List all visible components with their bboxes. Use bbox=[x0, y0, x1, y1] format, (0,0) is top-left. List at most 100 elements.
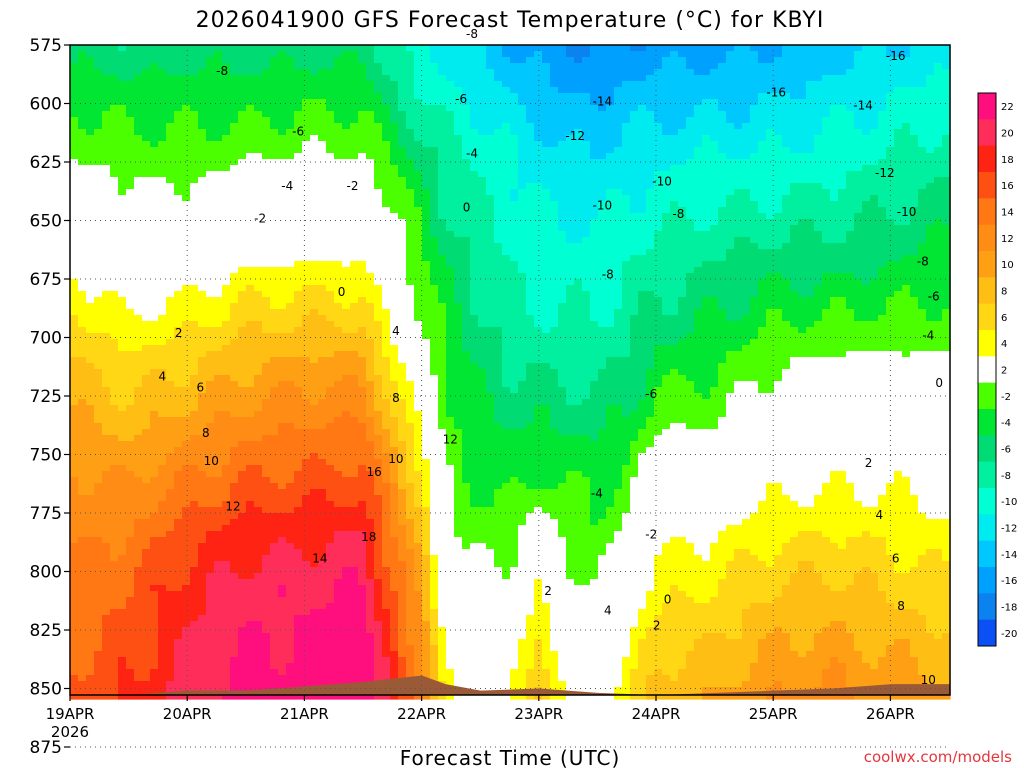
heat-cell bbox=[158, 219, 167, 226]
heat-cell bbox=[214, 369, 223, 376]
heat-cell bbox=[102, 459, 111, 466]
heat-cell bbox=[430, 63, 439, 70]
heat-cell bbox=[270, 231, 279, 238]
heat-cell bbox=[406, 285, 415, 292]
heat-cell bbox=[158, 591, 167, 598]
heat-cell bbox=[134, 255, 143, 262]
heat-cell bbox=[86, 477, 95, 484]
heat-cell bbox=[334, 111, 343, 118]
heat-cell bbox=[262, 657, 271, 664]
heat-cell bbox=[118, 285, 127, 292]
heat-cell bbox=[358, 567, 367, 574]
heat-cell bbox=[254, 669, 263, 676]
heat-cell bbox=[398, 249, 407, 256]
heat-cell bbox=[70, 135, 79, 142]
heat-cell bbox=[182, 45, 191, 52]
heat-cell bbox=[414, 291, 423, 298]
heat-cell bbox=[134, 423, 143, 430]
heat-cell bbox=[398, 135, 407, 142]
heat-cell bbox=[86, 243, 95, 250]
heat-cell bbox=[182, 225, 191, 232]
heat-cell bbox=[254, 441, 263, 448]
heat-cell bbox=[206, 525, 215, 532]
heat-cell bbox=[310, 75, 319, 82]
heat-cell bbox=[382, 345, 391, 352]
heat-cell bbox=[398, 663, 407, 670]
heat-cell bbox=[382, 117, 391, 124]
heat-cell bbox=[374, 591, 383, 598]
heat-cell bbox=[70, 111, 79, 118]
heat-cell bbox=[150, 117, 159, 124]
heat-cell bbox=[406, 363, 415, 370]
heat-cell bbox=[414, 567, 423, 574]
heat-cell bbox=[422, 417, 431, 424]
heat-cell bbox=[278, 375, 287, 382]
heat-cell bbox=[374, 75, 383, 82]
heat-cell bbox=[214, 603, 223, 610]
heat-cell bbox=[182, 537, 191, 544]
heat-cell bbox=[366, 63, 375, 70]
heat-cell bbox=[406, 195, 415, 202]
heat-cell bbox=[430, 111, 439, 118]
heat-cell bbox=[398, 441, 407, 448]
heat-cell bbox=[182, 231, 191, 238]
heat-cell bbox=[334, 411, 343, 418]
heat-cell bbox=[70, 399, 79, 406]
heat-cell bbox=[414, 219, 423, 226]
heat-cell bbox=[406, 165, 415, 172]
heat-cell bbox=[286, 621, 295, 628]
heat-cell bbox=[110, 627, 119, 634]
heat-cell bbox=[222, 159, 231, 166]
heat-cell bbox=[222, 69, 231, 76]
heat-cell bbox=[118, 477, 127, 484]
heat-cell bbox=[150, 237, 159, 244]
heat-cell bbox=[310, 249, 319, 256]
heat-cell bbox=[78, 339, 87, 346]
heat-cell bbox=[230, 681, 239, 688]
heat-cell bbox=[262, 123, 271, 130]
heat-cell bbox=[198, 225, 207, 232]
heat-cell bbox=[126, 333, 135, 340]
heat-cell bbox=[134, 441, 143, 448]
heat-cell bbox=[198, 249, 207, 256]
heat-cell bbox=[214, 633, 223, 640]
heat-cell bbox=[278, 459, 287, 466]
heat-cell bbox=[238, 537, 247, 544]
heat-cell bbox=[262, 489, 271, 496]
heat-cell bbox=[78, 285, 87, 292]
heat-cell bbox=[270, 681, 279, 688]
heat-cell bbox=[150, 411, 159, 418]
heat-cell bbox=[166, 93, 175, 100]
heat-cell bbox=[350, 363, 359, 370]
heat-cell bbox=[310, 309, 319, 316]
heat-cell bbox=[382, 351, 391, 358]
heat-cell bbox=[94, 159, 103, 166]
heat-cell bbox=[174, 477, 183, 484]
heat-cell bbox=[206, 63, 215, 70]
heat-cell bbox=[254, 561, 263, 568]
heat-cell bbox=[278, 309, 287, 316]
heat-cell bbox=[182, 597, 191, 604]
heat-cell bbox=[70, 555, 79, 562]
heat-cell bbox=[342, 447, 351, 454]
heat-cell bbox=[334, 273, 343, 280]
heat-cell bbox=[342, 231, 351, 238]
heat-cell bbox=[302, 399, 311, 406]
heat-cell bbox=[78, 273, 87, 280]
heat-cell bbox=[406, 609, 415, 616]
heat-cell bbox=[326, 639, 335, 646]
heat-cell bbox=[262, 117, 271, 124]
heat-cell bbox=[134, 225, 143, 232]
heat-cell bbox=[214, 549, 223, 556]
heat-cell bbox=[294, 519, 303, 526]
heat-cell bbox=[422, 303, 431, 310]
heat-cell bbox=[118, 51, 127, 58]
heat-cell bbox=[286, 411, 295, 418]
heat-cell bbox=[126, 237, 135, 244]
heat-cell bbox=[86, 549, 95, 556]
heat-cell bbox=[430, 69, 439, 76]
heat-cell bbox=[254, 351, 263, 358]
heat-cell bbox=[190, 105, 199, 112]
heat-cell bbox=[294, 285, 303, 292]
heat-cell bbox=[374, 441, 383, 448]
